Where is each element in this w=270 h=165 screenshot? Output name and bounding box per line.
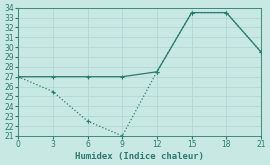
X-axis label: Humidex (Indice chaleur): Humidex (Indice chaleur) bbox=[75, 152, 204, 161]
